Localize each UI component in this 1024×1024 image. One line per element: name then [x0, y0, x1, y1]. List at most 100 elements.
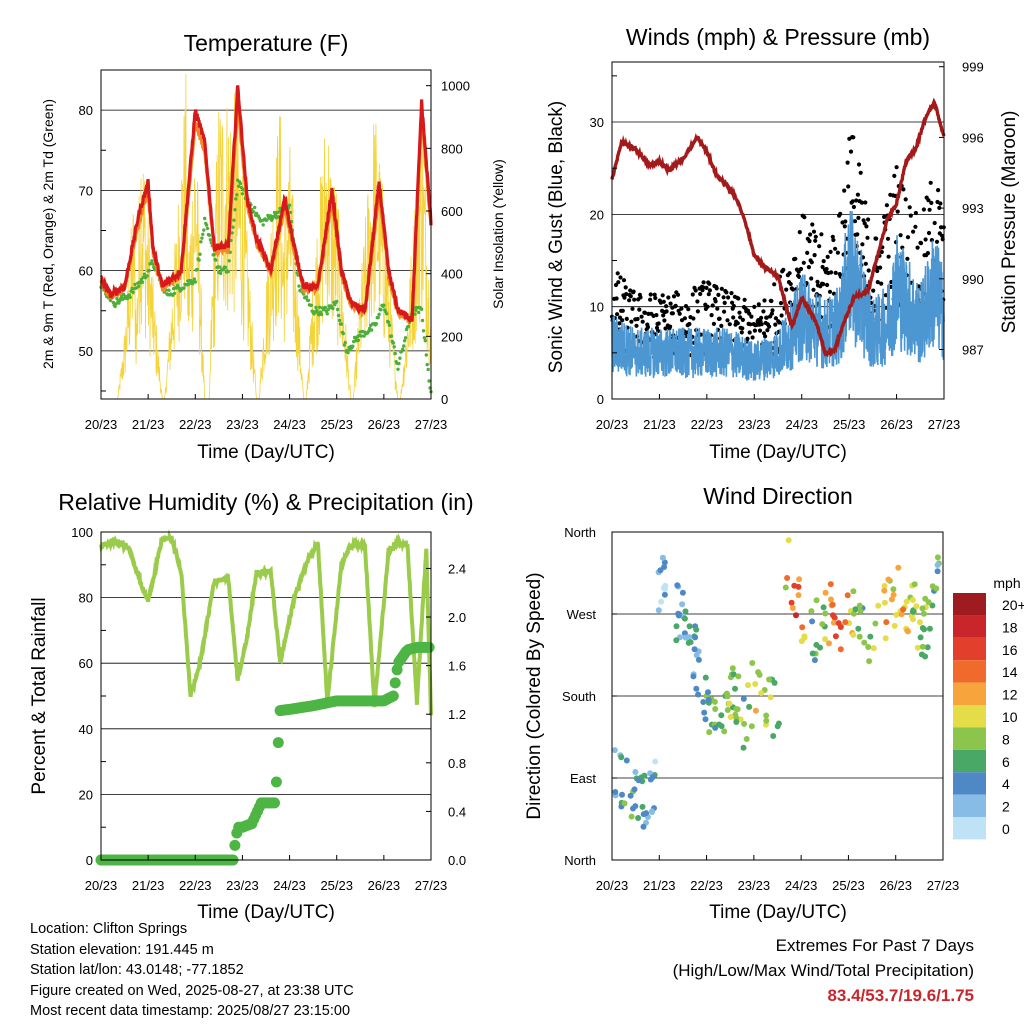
gust-point — [926, 230, 932, 236]
humidity-ylabel: Percent & Total Rainfall — [29, 597, 50, 794]
direction-point — [730, 671, 737, 678]
direction-point — [822, 589, 829, 596]
direction-point — [924, 644, 931, 651]
direction-point — [690, 673, 697, 680]
gust-point — [630, 306, 635, 311]
gust-point — [701, 285, 706, 290]
dewpoint-point — [339, 322, 344, 326]
gust-point — [615, 312, 620, 317]
colorbar-swatch — [953, 817, 986, 840]
direction-point — [865, 644, 872, 650]
dewpoint-point — [238, 181, 243, 186]
y-tick-label: 80 — [79, 591, 93, 606]
dewpoint-point — [205, 226, 210, 231]
humidity-panel: Relative Humidity (%) & Precipitation (i… — [29, 489, 474, 923]
gust-point — [802, 215, 807, 220]
gust-point — [731, 303, 736, 309]
gust-point — [871, 288, 876, 293]
gust-point — [852, 219, 858, 224]
direction-point — [691, 646, 698, 653]
gust-point — [903, 197, 908, 202]
gust-point — [921, 207, 927, 212]
gust-point — [830, 234, 835, 239]
direction-point — [733, 706, 740, 713]
gust-point — [722, 309, 727, 314]
gust-point — [936, 188, 941, 193]
colorbar-label: 12 — [1002, 687, 1018, 703]
colorbar-swatch — [953, 615, 986, 638]
gust-point — [907, 205, 912, 210]
y2-tick-label: 400 — [441, 267, 463, 282]
direction-point — [891, 622, 898, 629]
gust-point — [883, 293, 888, 298]
direction-point — [740, 695, 747, 702]
x-tick-label: 27/23 — [415, 417, 448, 432]
precip-point — [423, 641, 435, 653]
x-tick-label: 23/23 — [738, 878, 771, 893]
direction-point — [649, 809, 655, 815]
gust-point — [661, 313, 666, 318]
y-tick-label: 100 — [71, 525, 93, 540]
x-tick-label: 24/23 — [273, 417, 306, 432]
gust-point — [793, 256, 798, 261]
gust-point — [628, 294, 633, 299]
dewpoint-point — [208, 238, 213, 242]
gust-point — [772, 282, 777, 287]
gust-point — [855, 232, 860, 237]
gust-point — [736, 296, 741, 301]
precip-point — [272, 737, 284, 749]
x-tick-label: 24/23 — [785, 417, 818, 432]
direction-point — [693, 685, 700, 692]
direction-point — [727, 714, 734, 720]
direction-point — [882, 635, 889, 642]
dewpoint-point — [352, 339, 356, 344]
x-tick-label: 20/23 — [85, 417, 118, 432]
direction-point — [767, 694, 774, 701]
gust-point — [773, 322, 778, 327]
direction-point — [904, 627, 911, 634]
gust-point — [648, 297, 653, 302]
x-tick-label: 21/23 — [643, 878, 676, 893]
colorbar-label: 16 — [1002, 642, 1018, 658]
gust-point — [742, 297, 747, 302]
gust-point — [884, 203, 890, 208]
dewpoint-point — [359, 334, 363, 338]
colorbar-swatch — [953, 660, 986, 683]
dewpoint-point — [232, 218, 236, 222]
gust-point — [833, 270, 838, 275]
gust-point — [915, 245, 920, 250]
direction-point — [933, 585, 940, 592]
direction-point — [917, 634, 924, 641]
gust-point — [620, 318, 625, 323]
y2-tick-label: 1000 — [441, 79, 470, 94]
direction-point — [659, 554, 666, 561]
dewpoint-point — [417, 310, 421, 315]
gust-point — [654, 313, 659, 318]
y-tick-label: 80 — [79, 103, 93, 118]
gust-point — [635, 316, 640, 322]
gust-point — [807, 239, 812, 244]
x-tick-label: 23/23 — [226, 878, 259, 893]
direction-point — [619, 791, 625, 798]
winds-plot-frame — [611, 61, 945, 400]
x-tick-label: 21/23 — [132, 878, 165, 893]
gust-point — [918, 241, 924, 246]
temperature-y2label: Solar Insolation (Yellow) — [490, 159, 506, 309]
dewpoint-point — [133, 282, 137, 287]
dewpoint-point — [145, 274, 149, 278]
direction-point — [895, 564, 902, 571]
x-tick-label: 26/23 — [368, 417, 401, 432]
gust-point — [905, 235, 911, 240]
direction-point — [918, 651, 925, 658]
gust-point — [940, 233, 945, 238]
direction-point — [788, 599, 795, 606]
y-tick-label: 30 — [590, 115, 604, 130]
dewpoint-point — [351, 344, 355, 348]
gust-point — [745, 336, 750, 341]
direction-point — [718, 712, 725, 719]
temperature-marks — [99, 74, 433, 400]
gust-point — [878, 265, 883, 270]
gust-point — [682, 316, 688, 321]
y-tick-label: 60 — [79, 264, 93, 279]
